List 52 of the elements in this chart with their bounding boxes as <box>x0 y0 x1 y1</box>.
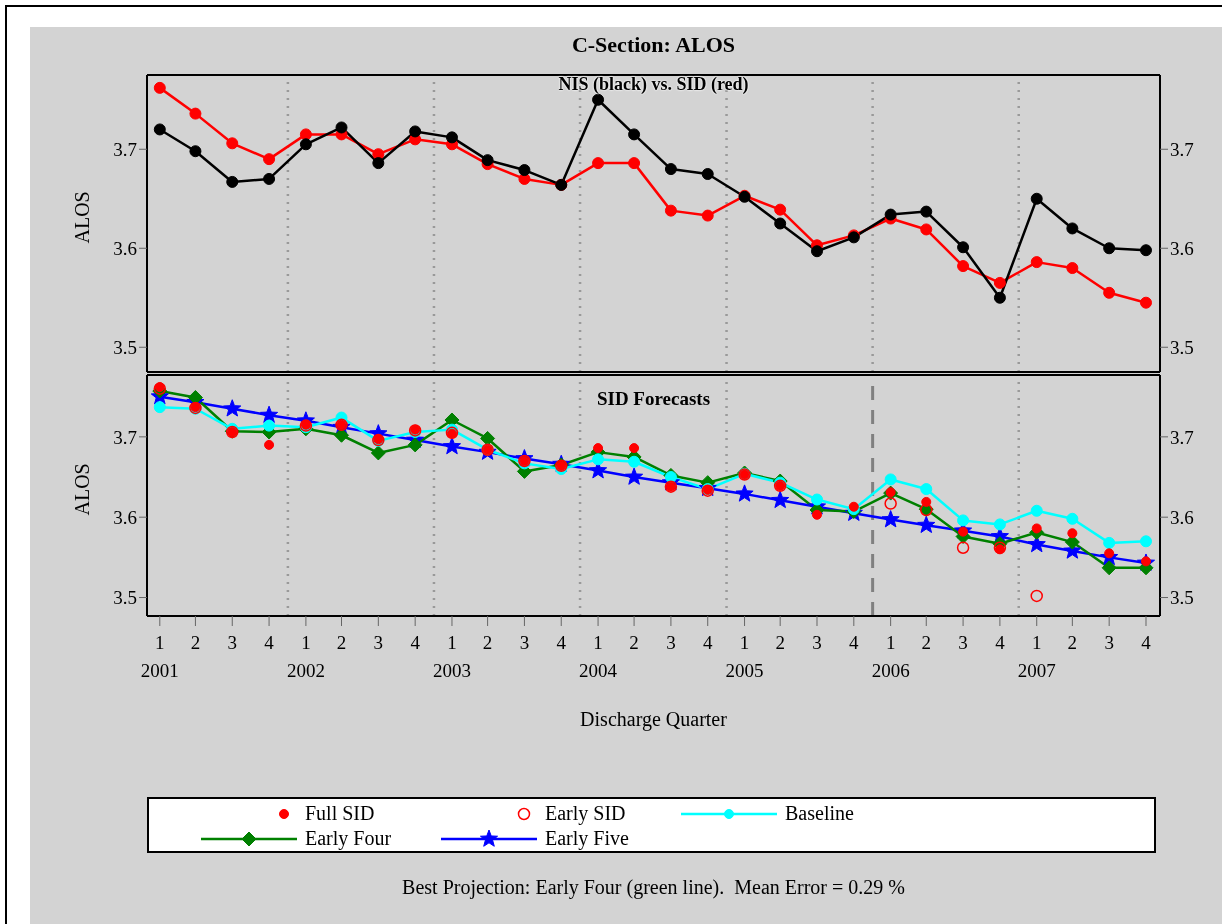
x-tick-label: 1 2007 <box>1017 632 1056 681</box>
text: SID Forecasts <box>595 388 712 410</box>
x-tick-label: 2 <box>336 632 347 654</box>
y2-tick-label: 3.5 <box>1170 336 1194 358</box>
x-tick-label: 3 <box>812 632 822 654</box>
x-tick-label: 2 <box>190 632 201 654</box>
x-tick-label: 4 <box>1141 632 1152 654</box>
x-tick-label: 4 <box>410 632 421 654</box>
x-tick-label: 2 <box>1067 632 1078 654</box>
x-tick-label: 4 <box>556 632 567 654</box>
y2-tick-label: 3.7 <box>1170 426 1194 448</box>
x-tick-label: 1 2004 <box>579 632 618 681</box>
y-tick-label: 3.7 <box>113 426 137 448</box>
x-tick-label: 2 <box>629 632 639 654</box>
x-tick-label: 3 <box>373 632 384 654</box>
chart-subtitle: NIS (black) vs. SID (red) <box>557 74 750 94</box>
y2-tick-label: 3.6 <box>1170 237 1194 259</box>
y-tick-label: 3.6 <box>113 506 137 528</box>
x-tick-label: 4 <box>264 632 275 654</box>
y-tick-label: 3.7 <box>113 138 137 160</box>
x-tick-label: 4 <box>702 632 713 654</box>
y-tick-label: 3.5 <box>113 336 137 358</box>
x-tick-label: 1 2001 <box>140 632 179 681</box>
x-tick-label: 3 <box>519 632 530 654</box>
x-tick-label: 1 2003 <box>432 632 471 681</box>
legend-label: Baseline <box>785 802 854 825</box>
legend-label: Early Five <box>545 827 629 850</box>
y-axis-title: ALOS <box>71 463 94 516</box>
legend-label: Full SID <box>305 802 375 825</box>
x-tick-label: 3 <box>227 632 237 654</box>
y2-tick-label: 3.5 <box>1170 587 1194 609</box>
chart-title: C-Section: ALOS <box>570 32 737 58</box>
y2-tick-label: 3.6 <box>1170 506 1194 528</box>
x-tick-label: 1 2002 <box>286 632 325 681</box>
x-tick-label: 3 <box>1104 632 1114 654</box>
y-tick-label: 3.6 <box>113 237 137 259</box>
legend-label: Early SID <box>545 802 626 825</box>
x-tick-label: 3 <box>958 632 968 654</box>
x-tick-label: 2 <box>921 632 932 654</box>
x-tick-label: 1 2006 <box>871 632 910 681</box>
x-tick-label: 2 <box>482 632 493 654</box>
x-tick-label: 2 <box>775 632 785 654</box>
x-tick-label: 1 2005 <box>725 632 764 681</box>
x-tick-label: 4 <box>849 632 860 654</box>
legend-label: Early Four <box>305 827 392 850</box>
x-tick-label: 4 <box>995 632 1006 654</box>
text: Best Projection: Early Four (green line). Mean Error = 0.29 % <box>401 876 906 899</box>
x-axis-title: Discharge Quarter <box>580 708 728 731</box>
x-tick-label: 3 <box>666 632 676 654</box>
y-axis-title: ALOS <box>71 191 94 244</box>
y-tick-label: 3.5 <box>113 587 137 609</box>
y2-tick-label: 3.7 <box>1170 138 1194 160</box>
